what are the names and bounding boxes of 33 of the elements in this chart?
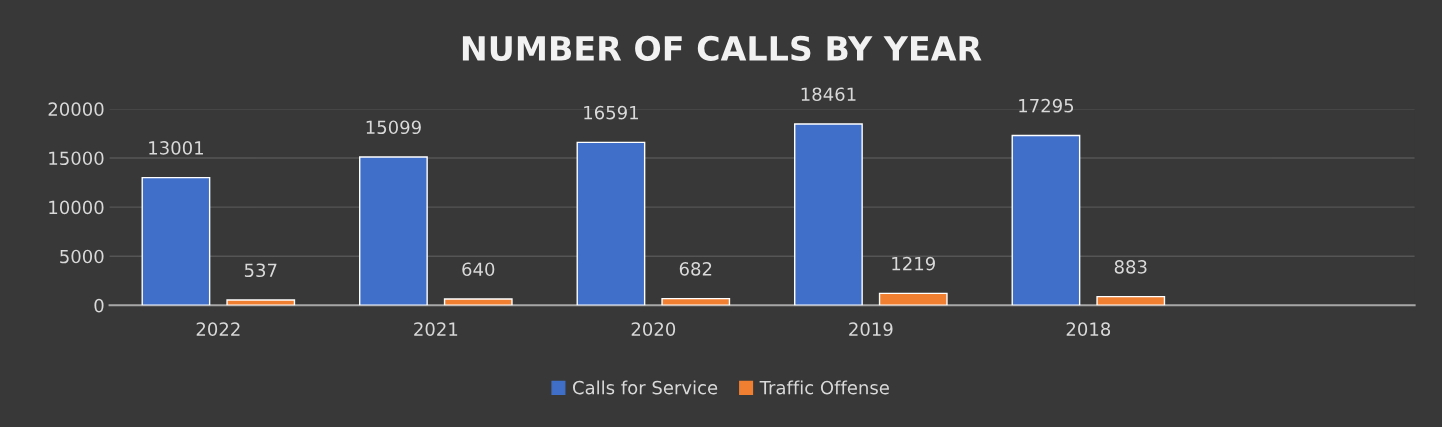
bar [661,297,731,306]
bar [443,298,513,306]
data-label: 16591 [584,105,638,120]
y-tick-label: 15000 [49,151,104,166]
y-tick-label: 5000 [60,249,104,264]
x-tick-label: 2019 [849,322,893,336]
data-label: 640 [462,262,495,277]
bar [1096,295,1166,306]
bar [794,123,863,306]
y-tick-label: 10000 [49,200,104,215]
data-label: 13001 [149,141,203,155]
bar [576,141,646,306]
chart-title: NUMBER OF CALLS BY YEAR [462,35,982,61]
bar [1011,134,1081,306]
x-tick-label: 2021 [414,322,458,336]
bar [226,299,296,306]
bar [359,156,428,306]
y-tick-label: 0 [94,298,104,313]
data-label: 1219 [892,256,935,271]
x-tick-label: 2020 [631,322,676,336]
data-label: 17295 [1019,98,1074,113]
legend-label: Traffic Offense [759,380,889,395]
data-label: 18461 [801,87,856,102]
data-label: 883 [1114,260,1147,274]
x-tick-label: 2018 [1066,322,1111,336]
bar [141,176,211,306]
data-label: 682 [679,262,712,276]
legend-label: Calls for Service [572,380,718,395]
data-label: 15099 [366,120,421,135]
x-tick-label: 2022 [196,322,240,336]
bar [878,292,948,306]
y-tick-label: 20000 [48,102,104,116]
data-label: 537 [244,263,277,278]
